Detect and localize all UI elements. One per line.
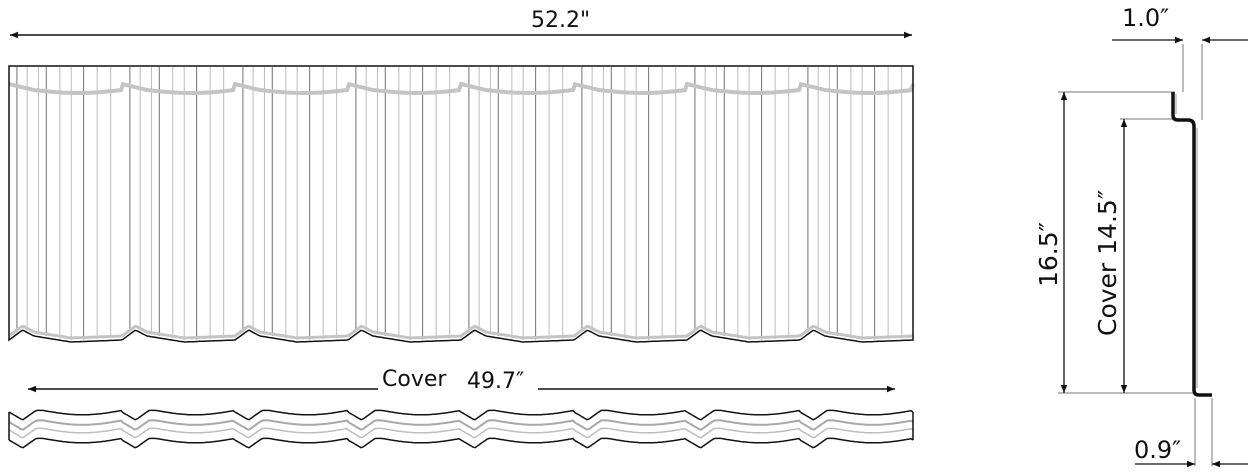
panel-ribs xyxy=(16,67,903,340)
cover-width-word: Cover xyxy=(382,367,447,392)
profile-view xyxy=(8,409,914,449)
front-view: 52.2" xyxy=(8,8,915,343)
overall-length-label: 16.5″ xyxy=(1034,222,1063,287)
cover-width-value: 49.7″ xyxy=(467,369,524,394)
side-view: 1.0″ 16.5″ Cover 14.5″ 0.9″ xyxy=(1034,4,1248,468)
profile-mid-line xyxy=(8,419,914,431)
cover-width-dimension: Cover 49.7″ xyxy=(28,366,895,394)
tile-side-profile xyxy=(1171,92,1212,397)
cover-length-label: Cover 14.5″ xyxy=(1093,190,1122,336)
panel-outline xyxy=(8,65,914,343)
step-depth-label: 1.0″ xyxy=(1122,4,1169,32)
lip-label: 0.9″ xyxy=(1134,436,1181,464)
overall-width-label: 52.2" xyxy=(531,8,590,33)
profile-mid-line xyxy=(8,427,914,439)
profile-top-edge xyxy=(8,409,914,421)
panel-top-highlight xyxy=(8,81,915,95)
profile-bottom-edge xyxy=(8,437,914,449)
panel-bottom-highlight xyxy=(8,324,914,340)
